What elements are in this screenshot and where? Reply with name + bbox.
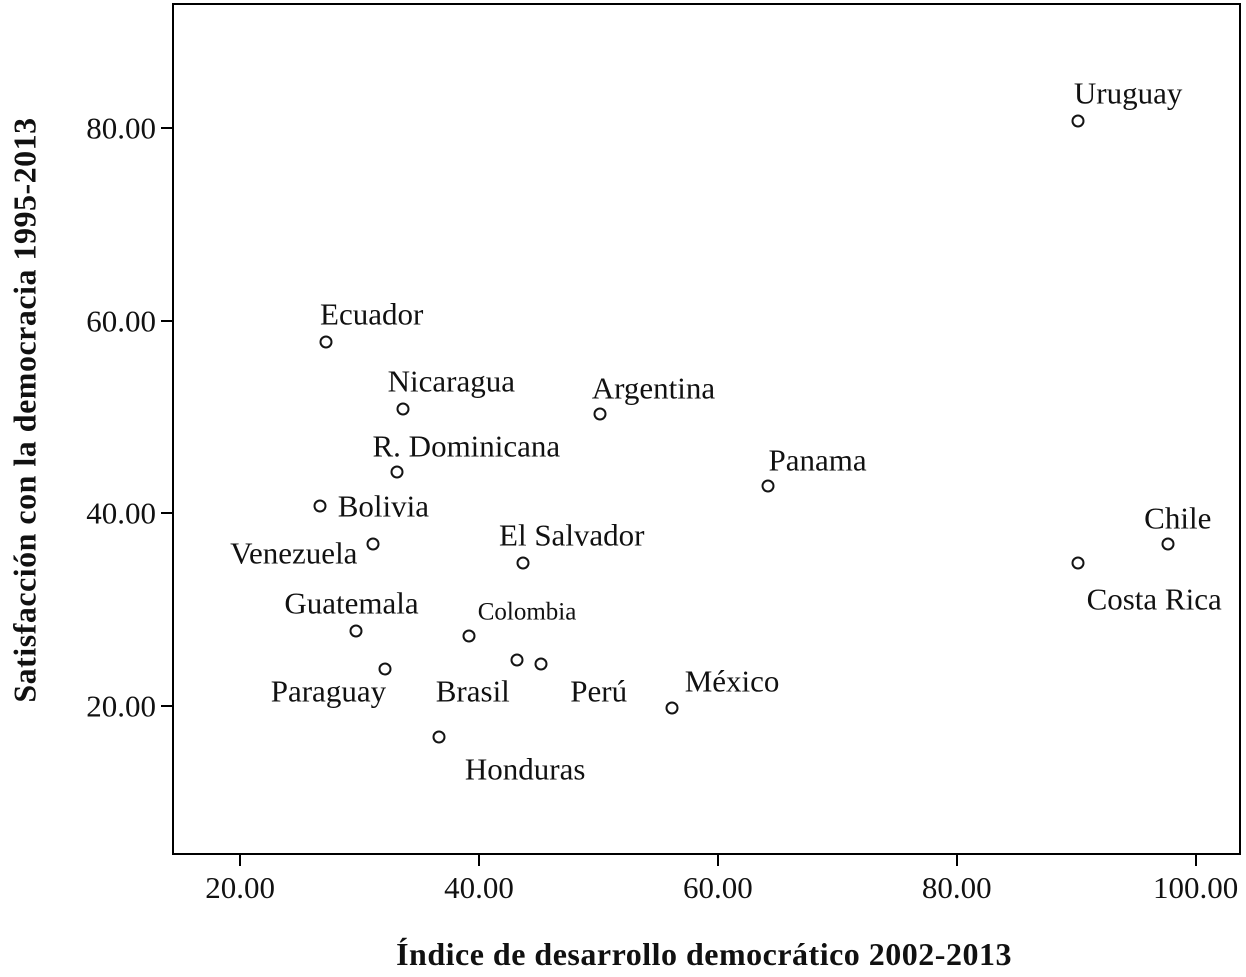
y-tick-label-80: 80.00: [86, 110, 156, 146]
point-label-colombia: Colombia: [477, 598, 577, 626]
y-tick-label-40: 40.00: [86, 495, 156, 531]
data-point-nicaragua: [396, 402, 410, 416]
point-label-guatemala: Guatemala: [284, 585, 419, 621]
data-point-uruguay: [1071, 114, 1085, 128]
x-tick-mark-20: [239, 855, 242, 866]
point-label-nicaragua: Nicaragua: [387, 363, 515, 399]
x-tick-label-40: 40.00: [444, 870, 514, 905]
data-point-brasil: [510, 653, 524, 667]
data-point-colombia: [462, 629, 476, 643]
x-tick-mark-60: [716, 855, 719, 866]
point-label-argentina: Argentina: [591, 370, 716, 406]
point-label-brasil: Brasil: [435, 673, 510, 709]
point-label-r-dominicana: R. Dominicana: [372, 428, 561, 464]
point-label-peru: Perú: [570, 673, 628, 709]
point-label-mexico: México: [684, 663, 780, 699]
data-point-chile: [1161, 537, 1175, 551]
point-label-honduras: Honduras: [464, 751, 586, 787]
point-label-el-salvador: El Salvador: [499, 517, 645, 553]
point-label-uruguay: Uruguay: [1073, 75, 1183, 111]
data-point-paraguay: [378, 662, 392, 676]
y-tick-mark-40: [161, 512, 172, 515]
data-point-honduras: [432, 730, 446, 744]
data-point-venezuela: [366, 537, 380, 551]
data-point-ecuador: [319, 335, 333, 349]
point-label-ecuador: Ecuador: [320, 296, 424, 332]
data-point-panama: [761, 479, 775, 493]
point-label-panama: Panama: [768, 442, 867, 478]
y-tick-mark-20: [161, 704, 172, 707]
point-label-paraguay: Paraguay: [270, 673, 387, 709]
data-point-costa-rica: [1071, 556, 1085, 570]
x-tick-label-80: 80.00: [921, 870, 992, 905]
data-point-mexico: [665, 701, 679, 715]
x-axis-title: Índice de desarrollo democrático 2002-20…: [396, 936, 1012, 972]
point-label-bolivia: Bolivia: [337, 488, 429, 524]
y-tick-label-20: 20.00: [86, 688, 156, 724]
data-point-bolivia: [313, 499, 327, 513]
x-tick-label-20: 20.00: [205, 870, 275, 905]
data-point-peru: [534, 657, 548, 671]
plot-area: Uruguay Ecuador Nicaragua Argentina R. Domin…: [172, 3, 1241, 855]
point-label-venezuela: Venezuela: [230, 535, 358, 571]
x-tick-label-60: 60.00: [682, 870, 753, 905]
y-axis-title: Satisfacción con la democracia 1995-2013: [6, 117, 43, 703]
y-tick-mark-80: [161, 127, 172, 130]
point-label-chile: Chile: [1144, 500, 1212, 536]
data-point-el-salvador: [516, 556, 530, 570]
y-tick-label-60: 60.00: [86, 303, 156, 339]
data-point-r-dominicana: [390, 465, 404, 479]
x-tick-mark-100: [1194, 855, 1197, 866]
y-tick-mark-60: [161, 319, 172, 322]
data-point-guatemala: [349, 624, 363, 638]
data-point-argentina: [593, 407, 607, 421]
point-label-costa-rica: Costa Rica: [1086, 581, 1222, 617]
x-tick-label-100: 100.00: [1152, 870, 1239, 905]
x-tick-mark-80: [955, 855, 958, 866]
x-tick-mark-40: [477, 855, 480, 866]
